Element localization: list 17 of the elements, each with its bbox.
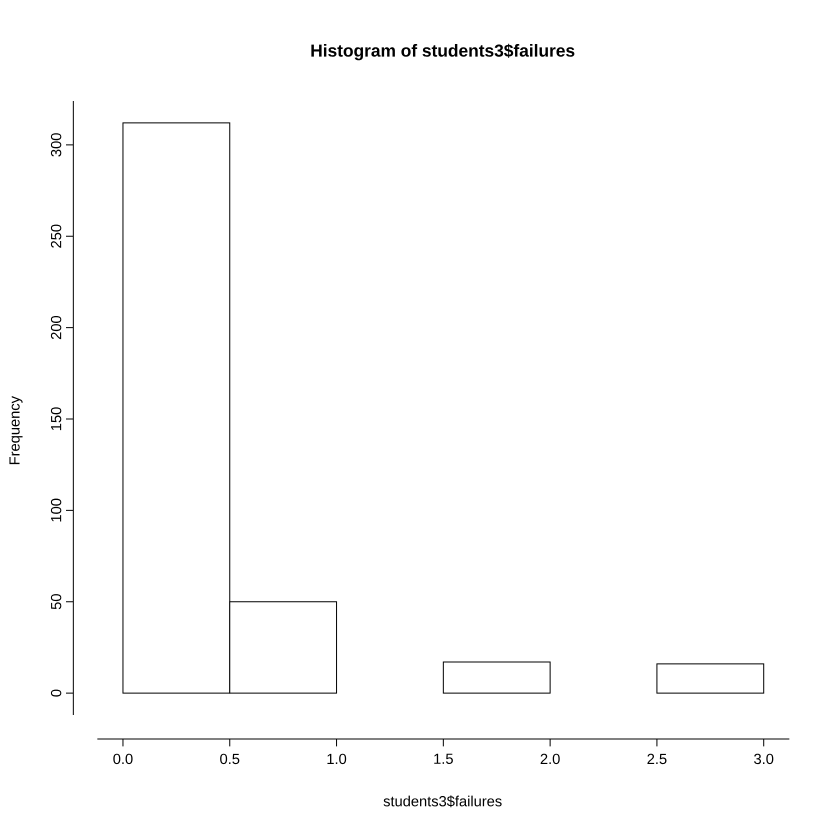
x-axis-title: students3$failures xyxy=(384,795,502,808)
y-tick-label: 300 xyxy=(50,133,62,157)
y-axis-title: Frequency xyxy=(9,396,23,464)
x-tick-label: 2.5 xyxy=(647,754,666,764)
y-tick-label: 250 xyxy=(50,224,62,248)
y-tick-label: 100 xyxy=(50,498,62,522)
x-tick-label: 0.0 xyxy=(113,754,133,764)
y-tick-label: 0 xyxy=(50,690,62,697)
x-tick-label: 3.0 xyxy=(754,754,774,764)
y-tick-label: 50 xyxy=(50,594,62,610)
y-tick-label: 200 xyxy=(50,316,62,340)
x-tick-label: 1.5 xyxy=(434,754,453,764)
y-tick-label: 150 xyxy=(50,407,62,430)
chart-title: Histogram of students3$failures xyxy=(311,44,574,60)
x-tick-label: 1.0 xyxy=(327,754,346,764)
x-tick-label: 0.5 xyxy=(220,754,240,764)
x-tick-label: 2.0 xyxy=(540,754,560,764)
